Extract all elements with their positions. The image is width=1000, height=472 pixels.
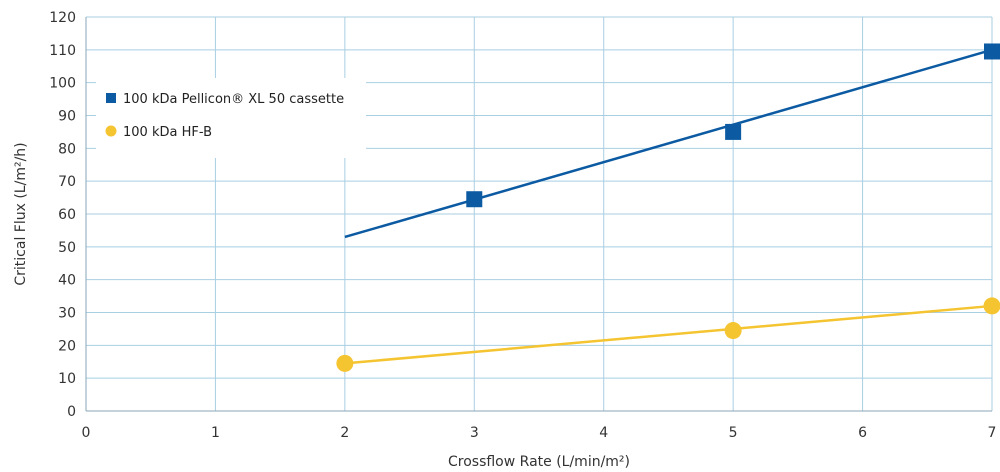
x-axis-title: Crossflow Rate (L/min/m²) — [448, 454, 630, 470]
legend-label-hfb: 100 kDa HF-B — [123, 125, 212, 140]
legend-circle-marker — [105, 125, 117, 137]
y-axis-title: Critical Flux (L/m²/h) — [13, 142, 29, 285]
y-tick-label: 0 — [67, 404, 76, 420]
series-1-circle-marker — [336, 354, 354, 372]
series-0-square-marker — [725, 123, 742, 140]
y-tick-label: 90 — [58, 109, 76, 125]
y-tick-label: 60 — [58, 207, 76, 223]
legend-item-pellicon: 100 kDa Pellicon® XL 50 cassette — [106, 92, 344, 107]
y-tick-label: 50 — [58, 240, 76, 256]
series-0-square-marker — [466, 191, 483, 208]
x-tick-label: 2 — [340, 425, 349, 441]
y-tick-labels: 0 10 20 30 40 50 60 70 80 90 100 110 120 — [49, 10, 76, 420]
axes — [85, 17, 992, 412]
legend-square-marker — [106, 93, 116, 103]
x-tick-label: 0 — [82, 425, 91, 441]
x-tick-label: 3 — [470, 425, 479, 441]
y-tick-label: 30 — [58, 306, 76, 322]
grid-lines — [86, 16, 993, 411]
y-tick-label: 80 — [58, 141, 76, 157]
series-1-trendline — [344, 304, 993, 365]
series-1-circle-marker — [724, 322, 742, 340]
y-tick-label: 70 — [58, 174, 76, 190]
legend: 100 kDa Pellicon® XL 50 cassette 100 kDa… — [96, 78, 366, 158]
series-1-circle-marker — [983, 297, 1000, 315]
x-tick-label: 1 — [211, 425, 220, 441]
y-tick-label: 40 — [58, 273, 76, 289]
x-tick-label: 4 — [599, 425, 608, 441]
y-tick-label: 120 — [49, 10, 76, 26]
legend-label-pellicon: 100 kDa Pellicon® XL 50 cassette — [123, 92, 344, 107]
x-tick-label: 7 — [988, 425, 997, 441]
y-tick-label: 20 — [58, 338, 76, 354]
series-0-square-marker — [984, 43, 1000, 60]
x-tick-label: 6 — [858, 425, 867, 441]
legend-item-hfb: 100 kDa HF-B — [105, 125, 212, 140]
y-tick-label: 10 — [58, 371, 76, 387]
x-tick-label: 5 — [729, 425, 738, 441]
y-tick-label: 110 — [49, 43, 76, 59]
series-0-trendline — [344, 48, 993, 239]
legend-background — [96, 78, 366, 158]
x-tick-labels: 0 1 2 3 4 5 6 7 — [82, 425, 997, 441]
data-series — [336, 43, 1000, 372]
y-tick-label: 100 — [49, 76, 76, 92]
